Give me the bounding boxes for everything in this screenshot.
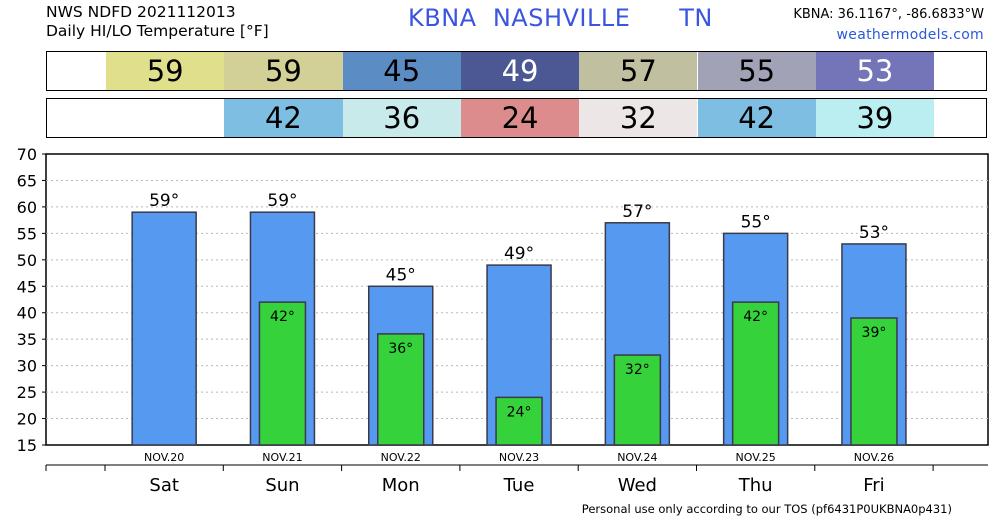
day-label: Tue bbox=[503, 475, 535, 496]
high-cell-3: 49 bbox=[460, 52, 580, 90]
high-bar-label: 59° bbox=[149, 191, 179, 211]
low-bar-label: 24° bbox=[507, 404, 532, 420]
high-bar-label: 57° bbox=[622, 202, 652, 222]
low-cell-4: 32 bbox=[579, 99, 698, 137]
y-tick-label: 30 bbox=[17, 357, 37, 376]
city-name: NASHVILLE bbox=[492, 4, 631, 32]
low-cell-6: 39 bbox=[815, 99, 935, 137]
high-bar-label: 59° bbox=[267, 191, 297, 211]
state-name: TN bbox=[679, 4, 713, 32]
chart-header-info: NWS NDFD 2021112013 Daily HI/LO Temperat… bbox=[46, 3, 269, 41]
high-bar-label: 53° bbox=[859, 223, 889, 243]
footer-note: Personal use only according to our TOS (… bbox=[581, 502, 952, 516]
high-cell-6: 53 bbox=[815, 52, 935, 90]
y-tick-label: 45 bbox=[17, 277, 37, 296]
header-right: KBNA: 36.1167°, -86.6833°W weathermodels… bbox=[793, 5, 984, 45]
day-label: Fri bbox=[863, 475, 884, 496]
low-bar bbox=[495, 396, 543, 446]
highs-table: 59 59 45 49 57 55 53 bbox=[46, 51, 987, 91]
day-label: Wed bbox=[618, 475, 657, 496]
low-bar bbox=[258, 301, 307, 446]
date-label: NOV.25 bbox=[736, 451, 776, 464]
y-tick-label: 50 bbox=[17, 251, 37, 270]
high-bar-label: 45° bbox=[386, 265, 416, 285]
high-bar-label: 55° bbox=[741, 212, 771, 232]
chart-title: Daily HI/LO Temperature [°F] bbox=[46, 22, 269, 40]
y-tick-label: 70 bbox=[17, 145, 37, 164]
low-cell-2: 36 bbox=[342, 99, 461, 137]
low-bar-label: 42° bbox=[743, 309, 768, 325]
low-bar-label: 39° bbox=[862, 325, 887, 341]
date-label: NOV.22 bbox=[381, 451, 421, 464]
high-cell-4: 57 bbox=[579, 52, 698, 90]
y-tick-label: 40 bbox=[17, 304, 37, 323]
low-bar bbox=[613, 354, 662, 446]
high-cell-2: 45 bbox=[342, 52, 461, 90]
date-label: NOV.20 bbox=[144, 451, 184, 464]
day-label: Sat bbox=[149, 475, 179, 496]
date-label: NOV.24 bbox=[617, 451, 657, 464]
high-bar-label: 49° bbox=[504, 244, 534, 264]
date-label: NOV.21 bbox=[262, 451, 302, 464]
date-label: NOV.23 bbox=[499, 451, 539, 464]
low-bar bbox=[731, 301, 780, 446]
low-bar bbox=[377, 333, 425, 446]
low-cell-3: 24 bbox=[460, 99, 580, 137]
y-tick-label: 15 bbox=[17, 436, 37, 455]
y-tick-label: 35 bbox=[17, 330, 37, 349]
day-label: Sun bbox=[265, 475, 299, 496]
low-bar-label: 36° bbox=[388, 341, 413, 357]
high-bar bbox=[131, 211, 197, 446]
date-label: NOV.26 bbox=[854, 451, 894, 464]
site-link[interactable]: weathermodels.com bbox=[836, 27, 984, 43]
station-title: KBNA NASHVILLE TN bbox=[408, 4, 713, 32]
low-cell-1: 42 bbox=[224, 99, 343, 137]
low-cell-5: 42 bbox=[697, 99, 816, 137]
day-label: Mon bbox=[382, 475, 420, 496]
low-bar-label: 42° bbox=[270, 309, 295, 325]
station-id: KBNA bbox=[408, 4, 477, 32]
y-tick-label: 65 bbox=[17, 171, 37, 190]
low-bar-label: 32° bbox=[625, 362, 650, 378]
y-tick-label: 60 bbox=[17, 198, 37, 217]
high-cell-0: 59 bbox=[106, 52, 225, 90]
y-tick-label: 55 bbox=[17, 224, 37, 243]
high-cell-5: 55 bbox=[697, 52, 816, 90]
coordinates: KBNA: 36.1167°, -86.6833°W bbox=[793, 7, 984, 22]
low-bar bbox=[850, 317, 898, 446]
day-label: Thu bbox=[738, 475, 773, 496]
high-cell-1: 59 bbox=[224, 52, 343, 90]
y-tick-label: 25 bbox=[17, 383, 37, 402]
model-run-label: NWS NDFD 2021112013 bbox=[46, 3, 236, 21]
lows-table: 42 36 24 32 42 39 bbox=[46, 98, 987, 138]
y-tick-label: 20 bbox=[17, 410, 37, 429]
